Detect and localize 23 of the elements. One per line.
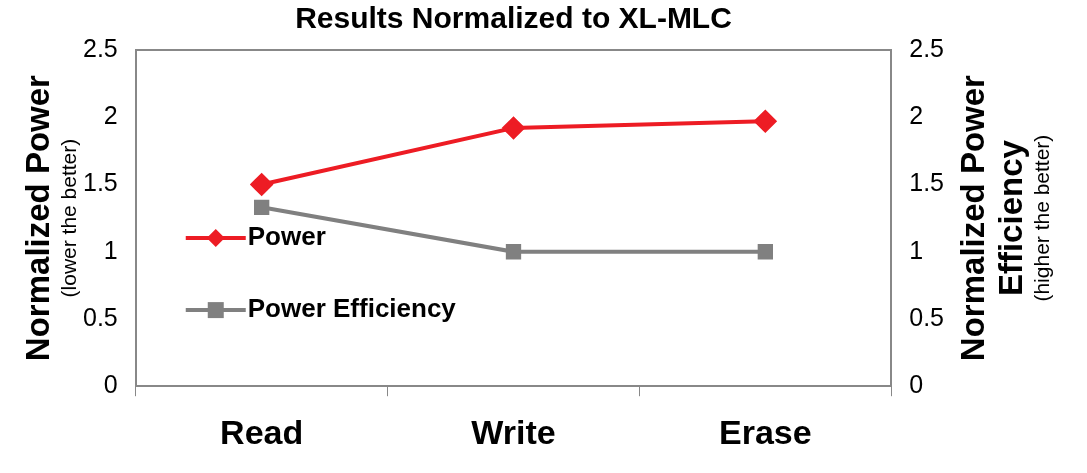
y2-tick-label: 1 (909, 235, 924, 264)
y2-tick-label: 0 (909, 370, 924, 399)
y-tick-label: 2.5 (82, 33, 118, 62)
y-axis-title: Normalized Power (lower the better) (19, 74, 80, 362)
y2-tick-label: 2.5 (909, 33, 945, 62)
point (754, 110, 777, 133)
y-tick-label: 0.5 (82, 302, 118, 331)
legend-label: Power (247, 221, 326, 252)
point (502, 117, 525, 139)
point (250, 173, 273, 196)
chart-title: Results Normalized to XL-MLC (295, 1, 732, 35)
y-tick-label: 2 (103, 101, 118, 130)
y2-tick-label: 0.5 (909, 302, 945, 331)
y-tick-label: 1.5 (82, 168, 118, 197)
y-tick-label: 1 (103, 235, 118, 264)
y-tick-label: 0 (103, 370, 118, 399)
x-tick-label: Erase (719, 412, 812, 451)
y2-tick-label: 2 (909, 101, 924, 130)
y2-tick-label: 1.5 (909, 168, 945, 197)
legend-label: Power Efficiency (247, 293, 457, 324)
x-tick-label: Read (220, 412, 304, 451)
y2-axis-title: Normalized Power Efficiency (higher the better) (954, 74, 1053, 362)
x-tick-label: Write (471, 412, 556, 451)
